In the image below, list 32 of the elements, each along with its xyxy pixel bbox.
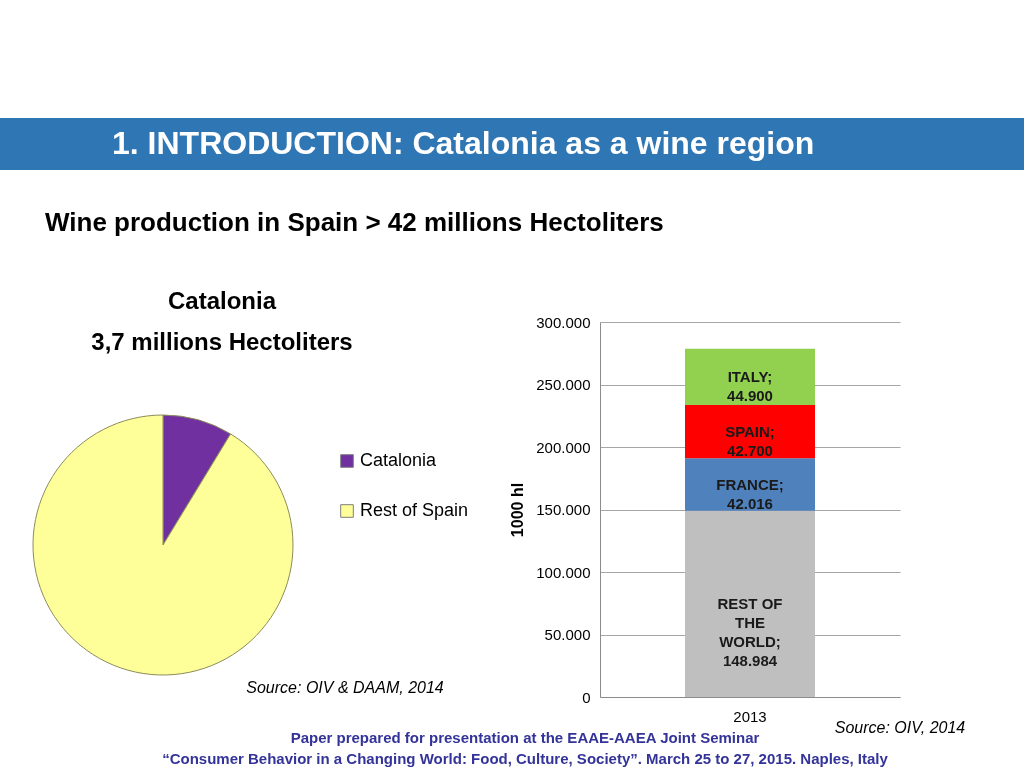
data-label: 42.700 (727, 441, 773, 459)
source-note: Source: OIV, 2014 (834, 719, 966, 736)
bar (685, 404, 815, 459)
bar (685, 510, 815, 697)
series-label: FRANCE; (716, 475, 784, 493)
y-tick-label: 250.000 (536, 376, 591, 393)
y-tick-label: 200.000 (536, 438, 591, 456)
y-tick-label: 50.000 (544, 626, 591, 643)
legend-label: Rest of Spain (360, 500, 469, 520)
text: Paper prepared for presentation at the EAAE-AAEA Joint Seminar (290, 729, 760, 746)
legend-label: Catalonia (360, 450, 438, 470)
x-tick-label: 2013 (733, 707, 767, 725)
data-label: 42.016 (727, 494, 773, 512)
y-tick-label: 150.000 (536, 501, 591, 518)
text: 1. INTRODUCTION: Catalonia as a wine region (112, 125, 815, 161)
y-tick-label: 100.000 (536, 563, 591, 581)
y-tick-label: 0 (582, 688, 591, 706)
bar (685, 348, 815, 405)
series-label: REST OF THE WORLD; (717, 594, 783, 650)
text: “Consumer Behavior in a Changing World: Food, Culture, Society”. March 25 to 27, 2015. Naples, Italy (162, 750, 889, 767)
series-label: SPAIN; (725, 422, 775, 440)
data-label: 44.900 (727, 386, 773, 404)
series-label: ITALY; (727, 367, 773, 385)
text: Wine production in Spain > 42 millions Hectoliters (45, 207, 664, 237)
chart-title: Catalonia (167, 287, 277, 314)
chart-subtitle: 3,7 millions Hectoliters (91, 328, 353, 355)
data-label: 148.984 (722, 651, 778, 669)
pie-slice (32, 414, 294, 676)
source-note: Source: OIV & DAAM, 2014 (246, 679, 444, 696)
y-axis-title: 1000 hl (509, 482, 527, 538)
bar (685, 458, 815, 511)
y-tick-label: 300.000 (536, 313, 591, 331)
